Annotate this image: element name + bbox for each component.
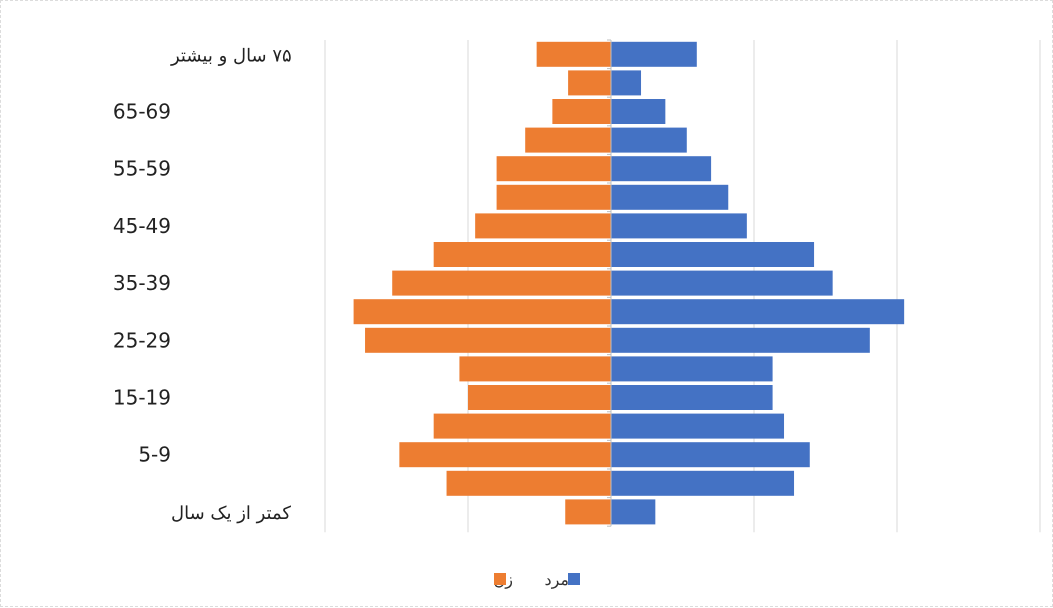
category-label-8: 35-39 — [113, 271, 171, 295]
male-bar-13 — [611, 413, 785, 439]
male-bar-12 — [611, 385, 773, 410]
male-bar-11 — [611, 356, 773, 382]
female-bar-14 — [399, 442, 611, 468]
male-bar-8 — [611, 270, 833, 296]
female-bar-8 — [392, 270, 611, 296]
category-label-0: ۷۵ سال و بیشتر — [170, 45, 292, 66]
female-bar-6 — [475, 213, 611, 239]
male-bar-6 — [611, 213, 747, 239]
female-bar-0 — [536, 41, 611, 67]
female-bar-7 — [433, 242, 611, 267]
male-bar-7 — [611, 242, 815, 267]
female-bar-12 — [468, 385, 611, 410]
male-bar-1 — [611, 70, 642, 96]
female-bar-2 — [552, 99, 611, 124]
male-bar-5 — [611, 184, 729, 210]
male-bar-0 — [611, 41, 697, 67]
legend-label-male: مرد — [544, 570, 569, 589]
category-label-16: کمتر از یک سال — [171, 503, 291, 524]
male-bar-9 — [611, 299, 905, 325]
female-bar-9 — [353, 299, 611, 325]
category-label-4: 55-59 — [113, 157, 171, 181]
male-bar-14 — [611, 442, 810, 468]
female-bar-16 — [565, 499, 611, 525]
category-label-12: 15-19 — [113, 386, 171, 410]
female-bar-10 — [365, 327, 611, 353]
category-label-2: 65-69 — [113, 100, 171, 124]
female-bar-11 — [459, 356, 611, 382]
male-bar-4 — [611, 156, 712, 182]
category-label-14: 5-9 — [138, 443, 171, 467]
female-bar-13 — [433, 413, 611, 439]
legend-swatch-female — [494, 573, 506, 585]
category-label-6: 45-49 — [113, 214, 171, 238]
female-bar-5 — [496, 184, 611, 210]
legend-swatch-male — [568, 573, 580, 585]
male-bar-15 — [611, 470, 795, 496]
female-bar-15 — [446, 470, 611, 496]
male-bar-3 — [611, 127, 687, 153]
male-bar-16 — [611, 499, 656, 525]
female-bar-1 — [568, 70, 611, 96]
male-bar-2 — [611, 99, 666, 124]
female-bar-4 — [496, 156, 611, 182]
female-bar-3 — [525, 127, 611, 153]
category-label-10: 25-29 — [113, 328, 171, 352]
male-bar-10 — [611, 327, 870, 353]
